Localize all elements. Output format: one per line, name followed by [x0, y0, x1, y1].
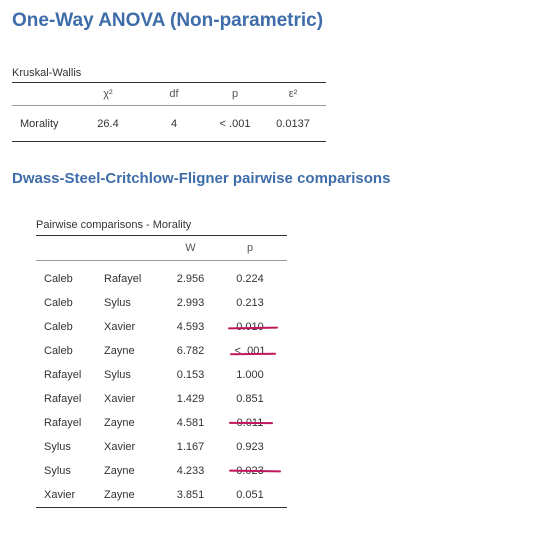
pw-w-value: 4.581: [176, 417, 205, 429]
pw-group2: Zayne: [104, 465, 135, 477]
pairwise-table: W p Caleb Rafayel 2.956 0.224 Caleb Sylu…: [36, 235, 287, 508]
pw-header-w: W: [185, 242, 196, 254]
pw-p-value: 0.851: [236, 393, 264, 405]
pw-w-value: 4.593: [176, 321, 205, 333]
kw-header-variable: [12, 83, 78, 106]
pw-group1: Rafayel: [44, 417, 82, 429]
pw-w-value: 1.429: [176, 393, 205, 405]
kruskal-wallis-table: χ² df p ε² Morality 26.4 4 < .001 0.0137: [12, 82, 326, 142]
pw-w-value: 1.167: [176, 441, 205, 453]
kw-header-epsilon2: ε²: [288, 88, 298, 100]
pw-group2: Xavier: [104, 393, 136, 405]
pw-p-value: 0.051: [236, 489, 264, 501]
kw-header-df: df: [169, 88, 179, 100]
kw-variable: Morality: [20, 117, 59, 130]
pw-p-value: 0.224: [236, 273, 264, 285]
table-row: Sylus Zayne 4.233 0.023: [36, 459, 287, 483]
pw-group2: Zayne: [104, 345, 135, 357]
pw-w-value: 6.782: [176, 345, 205, 357]
pairwise-header-row: W p: [36, 236, 287, 261]
pw-group2: Rafayel: [104, 273, 142, 285]
pw-p-value: 0.923: [236, 441, 264, 453]
pw-group2: Xavier: [104, 441, 136, 453]
pw-group1: Rafayel: [44, 393, 82, 405]
pw-p-value: < .001: [234, 345, 266, 357]
table-row: Morality 26.4 4 < .001 0.0137: [12, 106, 326, 142]
significance-underline-mark: [228, 421, 274, 425]
kw-header-p: p: [231, 88, 239, 100]
table-row: Rafayel Xavier 1.429 0.851: [36, 387, 287, 411]
pw-p-value: 0.213: [236, 297, 264, 309]
pw-header-group2: [98, 236, 168, 261]
pw-w-value: 4.233: [176, 465, 205, 477]
pw-group2: Zayne: [104, 417, 135, 429]
significance-underline-mark: [229, 352, 277, 356]
kruskal-wallis-caption: Kruskal-Wallis: [12, 67, 82, 79]
kw-header-chi2: χ²: [103, 88, 113, 100]
pw-header-p: p: [246, 242, 254, 254]
pw-group1: Caleb: [44, 273, 73, 285]
pw-header-group1: [36, 236, 98, 261]
table-row: Rafayel Sylus 0.153 1.000: [36, 363, 287, 387]
table-row: Caleb Rafayel 2.956 0.224: [36, 261, 287, 292]
pw-group2: Xavier: [104, 321, 136, 333]
kw-chi2-value: 26.4: [97, 117, 119, 130]
pw-group2: Sylus: [104, 369, 131, 381]
pw-w-value: 2.993: [176, 297, 205, 309]
pw-group1: Xavier: [44, 489, 76, 501]
pw-p-value: 1.000: [236, 369, 264, 381]
pw-group1: Sylus: [44, 441, 71, 453]
kw-df-value: 4: [170, 117, 178, 130]
kw-p-value: < .001: [219, 117, 251, 130]
pw-w-value: 3.851: [176, 489, 205, 501]
pw-group1: Sylus: [44, 465, 71, 477]
table-row: Sylus Xavier 1.167 0.923: [36, 435, 287, 459]
kruskal-wallis-header-row: χ² df p ε²: [12, 83, 326, 106]
pw-group1: Caleb: [44, 297, 73, 309]
pw-w-value: 0.153: [176, 369, 205, 381]
table-row: Caleb Sylus 2.993 0.213: [36, 291, 287, 315]
pw-group2: Sylus: [104, 297, 131, 309]
page-title: One-Way ANOVA (Non-parametric): [12, 10, 324, 31]
pairwise-caption: Pairwise comparisons - Morality: [36, 219, 192, 231]
table-row: Xavier Zayne 3.851 0.051: [36, 483, 287, 508]
pw-group1: Caleb: [44, 345, 73, 357]
pw-group1: Rafayel: [44, 369, 82, 381]
pw-group1: Caleb: [44, 321, 73, 333]
pw-w-value: 2.956: [176, 273, 205, 285]
kw-epsilon2-value: 0.0137: [276, 117, 310, 130]
pw-group2: Zayne: [104, 489, 135, 501]
table-row: Caleb Zayne 6.782 < .001: [36, 339, 287, 363]
pairwise-section-title: Dwass-Steel-Critchlow-Fligner pairwise c…: [12, 170, 391, 187]
